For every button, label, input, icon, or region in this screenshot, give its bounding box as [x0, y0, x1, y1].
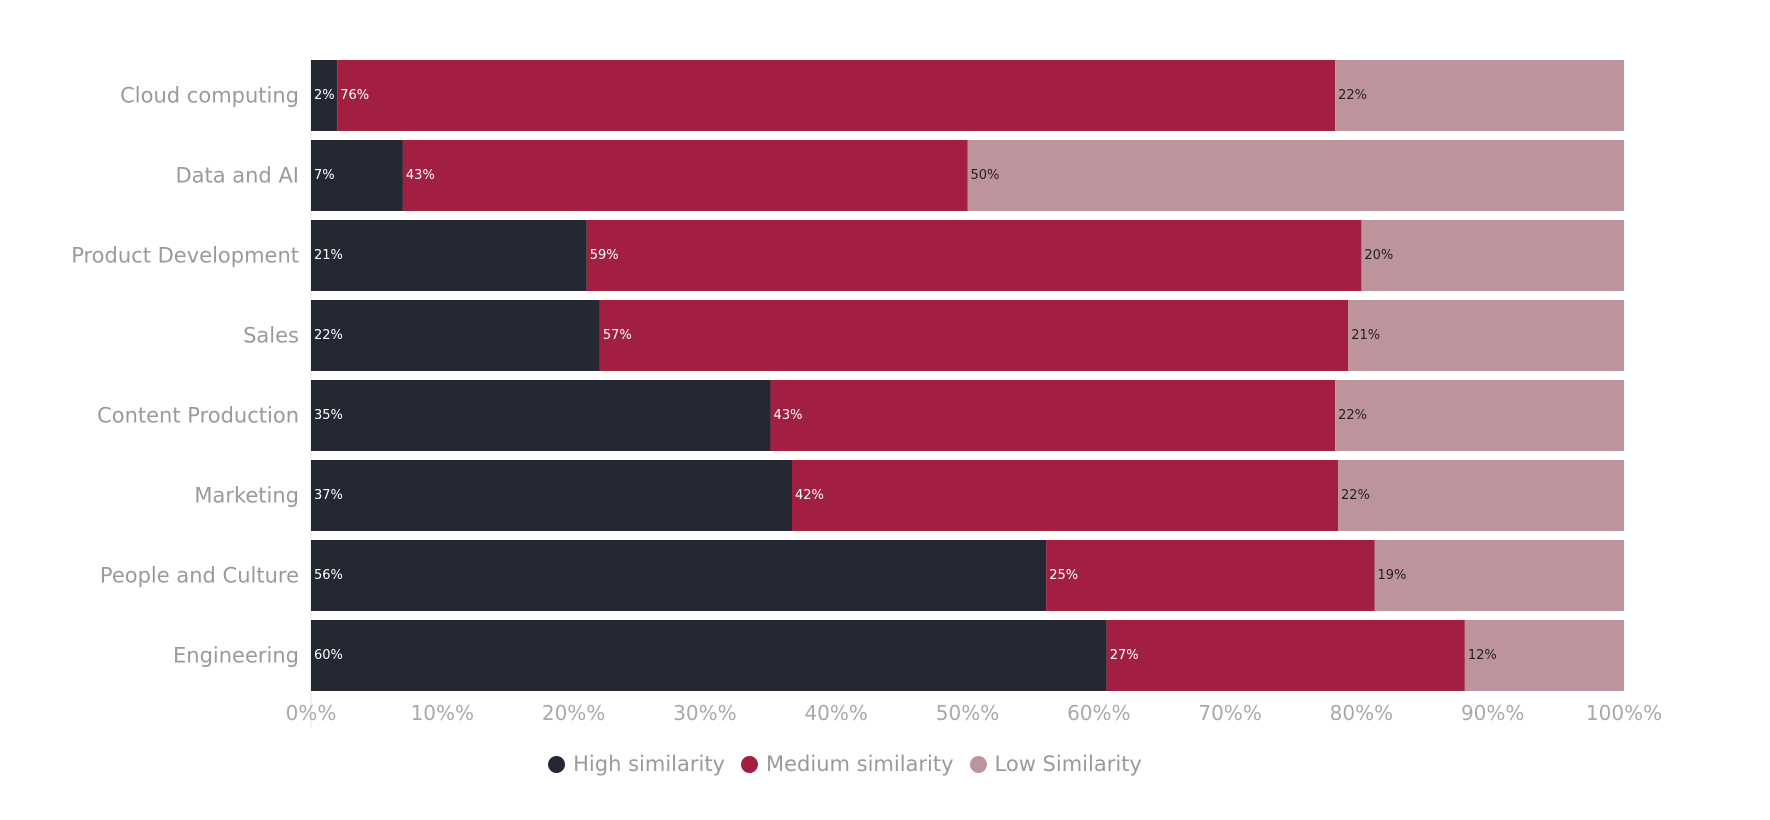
x-tick-label: 30%% — [673, 701, 736, 725]
bar-sales-high-similarity — [311, 300, 600, 371]
legend-item-high-similarity: High similarity — [548, 752, 725, 776]
category-label-sales: Sales — [243, 324, 299, 348]
data-label-engineering-high-similarity: 60% — [314, 648, 343, 663]
legend-item-low-similarity: Low Similarity — [969, 752, 1142, 776]
bar-marketing-high-similarity — [311, 460, 792, 531]
data-label-data-and-ai-high-similarity: 7% — [314, 168, 335, 183]
legend-marker — [740, 755, 758, 773]
legend-label: Low Similarity — [994, 752, 1142, 776]
bar-people-and-culture-medium-similarity — [1046, 540, 1375, 611]
data-label-data-and-ai-low-similarity: 50% — [971, 168, 1000, 183]
x-tick-label: 10%% — [411, 701, 474, 725]
bar-engineering-low-similarity — [1464, 620, 1624, 691]
bars-group: 2% 76% 22% 7% 43% 50% 21% 59% 20% 22% 57% 21% 35% 43%… — [311, 60, 1624, 691]
data-label-data-and-ai-medium-similarity: 43% — [406, 168, 435, 183]
data-label-sales-medium-similarity: 57% — [603, 328, 632, 343]
x-tick-label: 50%% — [936, 701, 999, 725]
category-label-marketing: Marketing — [194, 484, 299, 508]
bar-engineering-medium-similarity — [1106, 620, 1465, 691]
data-label-cloud-computing-low-similarity: 22% — [1338, 88, 1367, 103]
bar-content-production-medium-similarity — [770, 380, 1336, 451]
bar-content-production-low-similarity — [1335, 380, 1624, 451]
x-axis-ticks: 0%% 10%% 20%% 30%% 40%% 50%% 60%% 70%% 80%% 90%% 1… — [286, 701, 1662, 725]
data-label-product-development-medium-similarity: 59% — [590, 248, 619, 263]
x-tick-label: 60%% — [1067, 701, 1130, 725]
category-label-content-production: Content Production — [97, 404, 299, 428]
x-tick-label: 80%% — [1330, 701, 1393, 725]
legend-label: Medium similarity — [765, 752, 954, 776]
bar-people-and-culture-high-similarity — [311, 540, 1047, 611]
category-label-people-and-culture: People and Culture — [100, 564, 299, 588]
data-label-content-production-high-similarity: 35% — [314, 408, 343, 423]
data-label-marketing-high-similarity: 37% — [314, 488, 343, 503]
category-label-engineering: Engineering — [173, 644, 299, 668]
bar-cloud-computing-medium-similarity — [337, 60, 1336, 131]
bar-people-and-culture-low-similarity — [1374, 540, 1624, 611]
bar-sales-low-similarity — [1348, 300, 1624, 371]
legend-marker — [548, 755, 566, 773]
data-label-sales-low-similarity: 21% — [1351, 328, 1380, 343]
data-label-content-production-low-similarity: 22% — [1338, 408, 1367, 423]
x-tick-label: 90%% — [1461, 701, 1524, 725]
bar-product-development-low-similarity — [1361, 220, 1624, 291]
x-tick-label: 20%% — [542, 701, 605, 725]
data-label-cloud-computing-medium-similarity: 76% — [340, 88, 369, 103]
data-label-people-and-culture-low-similarity: 19% — [1378, 568, 1407, 583]
bar-content-production-high-similarity — [311, 380, 771, 451]
data-label-engineering-medium-similarity: 27% — [1110, 648, 1139, 663]
bar-data-and-ai-low-similarity — [967, 140, 1624, 211]
bar-marketing-medium-similarity — [792, 460, 1338, 531]
category-label-data-and-ai: Data and AI — [175, 164, 299, 188]
category-label-cloud-computing: Cloud computing — [120, 84, 299, 108]
bar-product-development-high-similarity — [311, 220, 587, 291]
legend-item-medium-similarity: Medium similarity — [740, 752, 954, 776]
bar-cloud-computing-low-similarity — [1335, 60, 1624, 131]
bar-engineering-high-similarity — [311, 620, 1107, 691]
legend-label: High similarity — [573, 752, 725, 776]
data-label-engineering-low-similarity: 12% — [1468, 648, 1497, 663]
legend-marker — [969, 755, 987, 773]
category-labels: Cloud computing Data and AI Product Develo… — [71, 84, 299, 668]
x-tick-label: 40%% — [804, 701, 867, 725]
data-label-product-development-low-similarity: 20% — [1364, 248, 1393, 263]
bar-sales-medium-similarity — [599, 300, 1349, 371]
data-label-people-and-culture-high-similarity: 56% — [314, 568, 343, 583]
legend: High similarity Medium similarity Low Simi… — [0, 752, 1690, 776]
x-tick-label: 100%% — [1586, 701, 1662, 725]
bar-marketing-low-similarity — [1338, 460, 1624, 531]
category-label-product-development: Product Development — [71, 244, 299, 268]
data-label-product-development-high-similarity: 21% — [314, 248, 343, 263]
bar-cloud-computing-high-similarity — [311, 60, 338, 131]
data-label-marketing-medium-similarity: 42% — [795, 488, 824, 503]
data-label-people-and-culture-medium-similarity: 25% — [1049, 568, 1078, 583]
data-label-cloud-computing-high-similarity: 2% — [314, 88, 335, 103]
bar-product-development-medium-similarity — [586, 220, 1362, 291]
x-tick-label: 0%% — [286, 701, 337, 725]
bar-data-and-ai-medium-similarity — [402, 140, 968, 211]
x-tick-label: 70%% — [1198, 701, 1261, 725]
bar-data-and-ai-high-similarity — [311, 140, 403, 211]
data-label-sales-high-similarity: 22% — [314, 328, 343, 343]
data-label-content-production-medium-similarity: 43% — [774, 408, 803, 423]
data-label-marketing-low-similarity: 22% — [1341, 488, 1370, 503]
